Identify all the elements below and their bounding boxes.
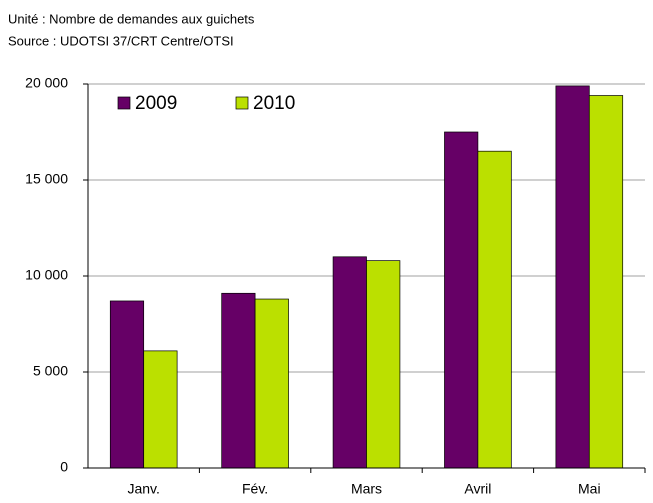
- x-tick-label: Avril: [464, 481, 491, 497]
- legend-label: 2010: [253, 93, 295, 114]
- bar: [143, 350, 178, 469]
- chart-source: Source : UDOTSI 37/CRT Centre/OTSI: [8, 33, 234, 48]
- y-tick-label: 15 000: [25, 171, 68, 187]
- x-tick-label: Mars: [351, 481, 382, 497]
- y-tick-label: 0: [60, 459, 68, 475]
- x-tick-label: Fév.: [242, 481, 268, 497]
- y-tick-label: 20 000: [25, 75, 68, 91]
- x-tick-label: Janv.: [127, 481, 159, 497]
- legend-label: 2009: [135, 93, 177, 114]
- bar: [254, 298, 289, 469]
- bar: [555, 85, 590, 469]
- bar: [332, 256, 367, 469]
- y-tick-label: 10 000: [25, 267, 68, 283]
- legend-swatch: [235, 96, 249, 110]
- bar: [588, 95, 624, 469]
- x-tick-label: Mai: [578, 481, 601, 497]
- legend-swatch: [117, 96, 131, 110]
- bar: [366, 260, 401, 469]
- y-tick-label: 5 000: [33, 363, 68, 379]
- bar: [221, 292, 256, 469]
- chart-subtitle: Unité : Nombre de demandes aux guichets: [8, 11, 255, 26]
- bar: [109, 300, 145, 469]
- bar: [444, 131, 479, 469]
- bar: [477, 150, 512, 469]
